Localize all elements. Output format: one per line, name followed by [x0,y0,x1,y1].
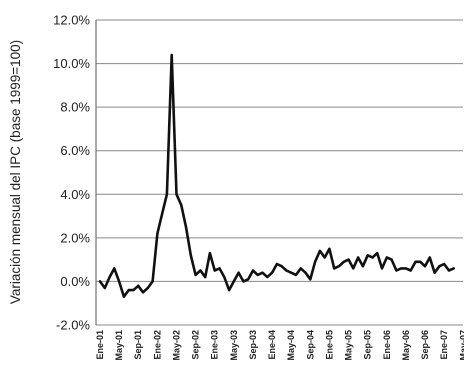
series-line [98,53,455,298]
y-tick-label: 6.0% [60,143,90,158]
x-tick-label: May-06 [401,330,411,361]
y-tick-label: 8.0% [60,100,90,115]
y-tick-label: 2.0% [60,230,90,245]
x-tick-label: Ene-02 [152,330,162,360]
y-tick-label: -2.0% [56,318,90,333]
x-tick-labels: Ene-01 May-01 Sep-01 Ene-02 May-02 Sep-02 Ene-… [95,330,464,361]
y-axis-label: Variación mensual del IPC (base 1999=100… [8,40,23,304]
x-tick-label: May-03 [229,330,239,361]
x-tick-label: Ene-01 [95,330,105,360]
y-tick-labels: 12.0% 10.0% 8.0% 6.0% 4.0% 2.0% 0.0% -2.0% [53,13,90,333]
x-tick-label: Sep-03 [248,330,258,360]
x-tick-label: May-02 [171,330,181,361]
y-tick-label: 12.0% [53,13,90,28]
y-tick-label: 4.0% [60,187,90,202]
x-tick-label: Ene-07 [439,330,449,360]
x-tick-label: Sep-05 [363,330,373,360]
x-tick-label: Ene-04 [267,330,277,360]
y-tick-label: 10.0% [53,56,90,71]
x-tick-label: Ene-06 [382,330,392,360]
x-tick-label: Sep-01 [133,330,143,360]
x-tick-label: Sep-04 [305,330,315,360]
x-tick-label: Sep-02 [191,330,201,360]
x-tick-label: May-07 [458,330,464,361]
x-tick-label: Ene-05 [324,330,334,360]
x-tick-label: May-05 [344,330,354,361]
y-tick-label: 0.0% [60,274,90,289]
x-tick-label: May-04 [286,330,296,361]
gridlines [96,19,463,326]
x-tick-label: Ene-03 [210,330,220,360]
x-tick-label: Sep-06 [420,330,430,360]
x-tick-label: May-01 [114,330,124,361]
